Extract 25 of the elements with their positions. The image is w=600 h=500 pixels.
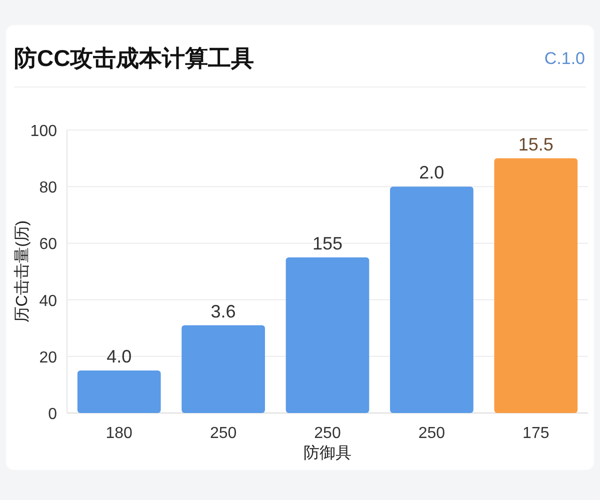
annotation: 3.6 [210,301,236,322]
bar [77,370,161,413]
y-tick-label: 100 [30,123,58,140]
y-tick-label: 80 [39,180,58,197]
chart-title: 防CC攻击成本计算工具 [14,45,254,71]
x-tick-label: 250 [210,425,237,442]
x-tick-label: 180 [106,425,133,442]
y-tick-label: 20 [39,349,58,366]
annotation: 4.0 [106,346,132,367]
annotation: 2.0 [419,162,444,183]
y-tick-label: 40 [39,292,58,310]
x-tick-label: 175 [522,425,550,442]
annotation: 15.5 [518,134,554,154]
bar [494,158,578,413]
y-tick-label: 60 [39,236,58,254]
x-tick-label: 250 [314,425,341,442]
y-tick-label: 0 [48,406,58,423]
x-tick-label: 250 [418,425,446,442]
bar [390,186,474,413]
y-axis-title: 历C击击量(历) [13,220,31,323]
text: C.1.0 [544,49,585,68]
bar [286,257,370,413]
annotation: 155 [312,233,343,254]
x-axis-title: 防御具 [304,444,352,462]
bar [182,325,265,413]
